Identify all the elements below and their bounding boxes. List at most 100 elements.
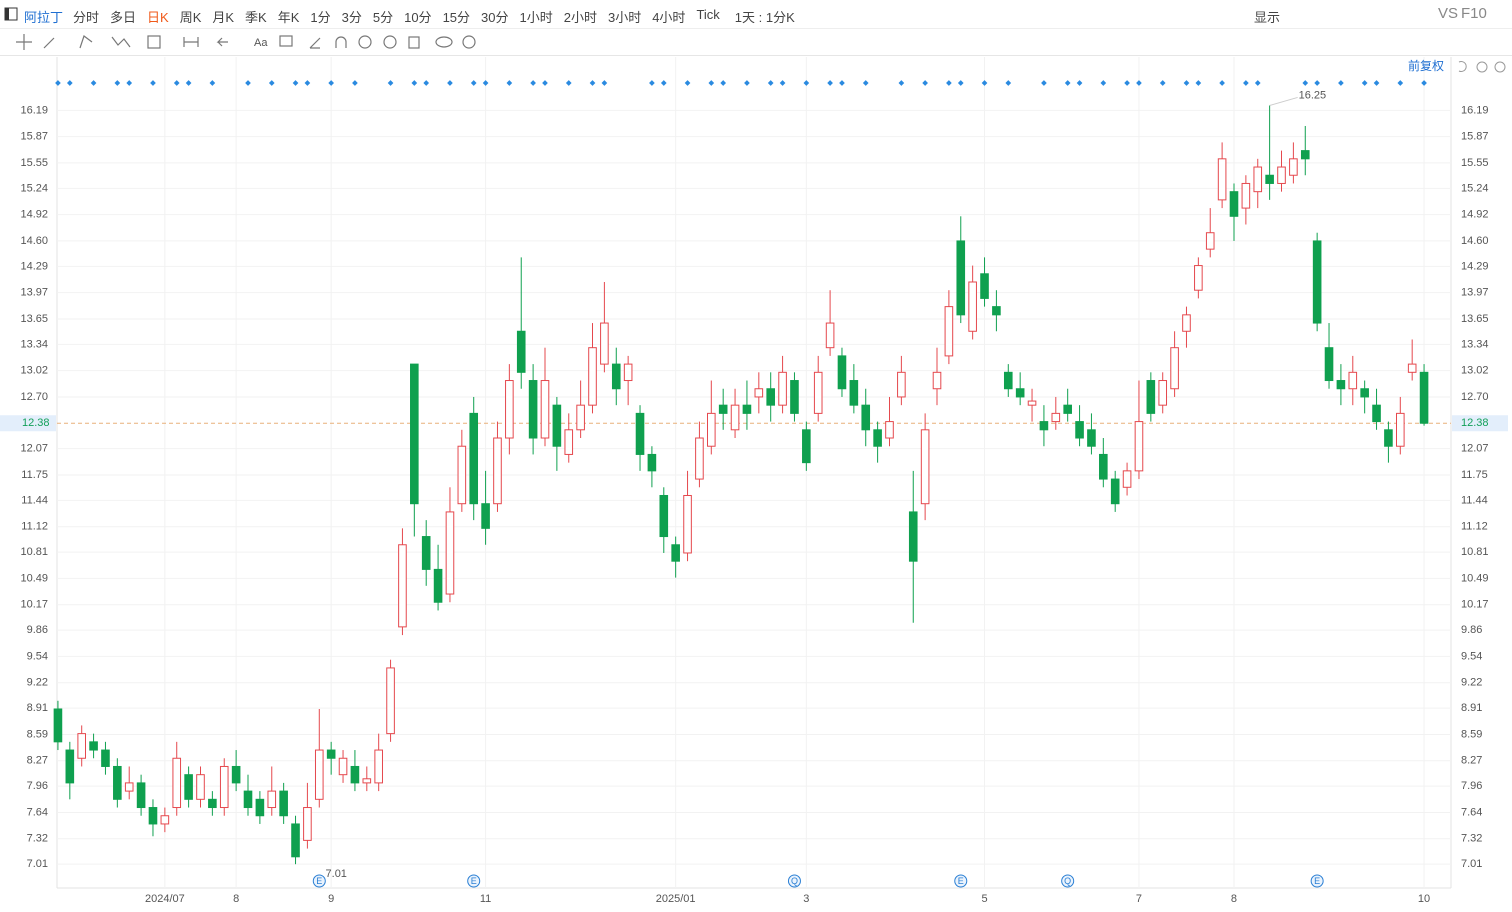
y-tick-label-left: 11.44 xyxy=(21,494,48,506)
signal-dot xyxy=(1314,80,1320,86)
channel-tool[interactable] xyxy=(79,35,93,49)
wave-tool[interactable] xyxy=(111,36,131,48)
y-tick-label-right: 8.91 xyxy=(1461,702,1482,714)
lock-tool[interactable] xyxy=(358,35,372,49)
signal-dot xyxy=(506,80,513,86)
signal-dot xyxy=(1136,80,1142,86)
candle-body xyxy=(148,807,158,825)
reset-button[interactable] xyxy=(1458,61,1467,72)
y-tick-label-right: 8.27 xyxy=(1461,755,1482,767)
candle-body xyxy=(279,790,288,817)
delete-tool[interactable] xyxy=(408,36,420,49)
zoom-out-button[interactable] xyxy=(1476,61,1488,73)
signal-dot xyxy=(1397,80,1404,86)
candle-body xyxy=(1277,166,1286,184)
candle-body xyxy=(493,437,502,505)
event-label: Q xyxy=(791,876,798,886)
candle-body xyxy=(695,437,704,480)
event-marker xyxy=(1310,874,1324,888)
compare-tool[interactable] xyxy=(435,36,453,48)
candle-body xyxy=(1087,429,1096,447)
signal-dot xyxy=(898,80,905,86)
zoom-in-button[interactable] xyxy=(1494,61,1506,73)
period-button[interactable]: Tick xyxy=(696,7,720,22)
arrow-tool[interactable] xyxy=(216,37,228,47)
y-tick-label-right: 7.01 xyxy=(1461,858,1482,870)
sidebar-icon[interactable] xyxy=(4,7,18,21)
signal-dot xyxy=(649,80,655,86)
candle-body xyxy=(350,765,360,784)
period-button[interactable]: 3小时 xyxy=(607,10,642,25)
period-button[interactable]: 15分 xyxy=(442,10,471,25)
signal-dot xyxy=(827,80,833,86)
y-tick-label-right: 13.34 xyxy=(1461,338,1489,350)
candle-body xyxy=(600,322,609,365)
period-button[interactable]: 多日 xyxy=(110,10,137,25)
candle-body xyxy=(1265,174,1274,184)
candle-body xyxy=(944,306,954,357)
period-button[interactable]: 3分 xyxy=(341,10,362,25)
vs-button[interactable]: VS xyxy=(1438,5,1459,22)
timeframe[interactable]: 1天 : 1分K xyxy=(734,10,795,25)
candle-body xyxy=(231,765,241,784)
candle-body xyxy=(885,421,894,439)
symbol[interactable]: 阿拉丁 xyxy=(24,10,64,25)
y-tick-label-right: 10.81 xyxy=(1461,546,1489,558)
signal-dot xyxy=(839,80,845,86)
candle-body xyxy=(992,306,1001,316)
signal-dot xyxy=(1124,80,1130,86)
y-tick-label-right: 9.22 xyxy=(1461,677,1482,689)
candle-body xyxy=(1158,380,1168,406)
event-marker xyxy=(1061,874,1075,888)
period-button[interactable]: 日K xyxy=(147,10,169,25)
signal-dot xyxy=(708,80,715,86)
period-button[interactable]: 季K xyxy=(245,10,267,25)
period-button[interactable]: 年K xyxy=(277,10,300,25)
candle-body xyxy=(1134,421,1144,472)
magnet-tool[interactable] xyxy=(335,36,347,48)
y-tick-label-right: 15.87 xyxy=(1461,131,1489,143)
period-button[interactable]: 1小时 xyxy=(519,10,553,25)
period-button[interactable]: 10分 xyxy=(404,10,432,25)
settings-tool[interactable] xyxy=(462,35,476,49)
candle-body xyxy=(481,503,490,529)
period-button[interactable]: 4小时 xyxy=(652,10,686,25)
period-button[interactable]: 周K xyxy=(179,10,202,25)
signal-dot xyxy=(126,80,133,86)
period-button[interactable]: 分时 xyxy=(73,10,100,25)
fib-tool[interactable] xyxy=(147,35,161,49)
display-menu[interactable]: 显示 xyxy=(1254,10,1281,25)
y-tick-label-left: 10.49 xyxy=(20,572,48,584)
last-price-label: 12.38 xyxy=(1461,417,1489,429)
f10-button[interactable]: F10 xyxy=(1461,5,1487,22)
event-label: E xyxy=(958,876,964,886)
signal-dot xyxy=(922,80,928,86)
y-tick-label-left: 7.96 xyxy=(27,780,48,792)
period-button[interactable]: 30分 xyxy=(481,10,509,25)
period-button[interactable]: 2小时 xyxy=(563,10,597,25)
candle-body xyxy=(647,453,657,472)
candle-body xyxy=(208,798,217,809)
move-tool[interactable] xyxy=(16,34,32,50)
candle-body xyxy=(124,782,134,792)
line-tool[interactable] xyxy=(43,37,55,49)
y-tick-label-right: 11.75 xyxy=(1461,469,1488,481)
candle-body xyxy=(374,749,383,784)
period-button[interactable]: 1分 xyxy=(310,10,331,25)
period-button[interactable]: 月K xyxy=(212,10,235,25)
y-tick-label-left: 7.01 xyxy=(27,858,48,870)
y-tick-label-right: 7.64 xyxy=(1461,806,1482,818)
measure-tool[interactable] xyxy=(183,37,199,47)
y-tick-label-left: 9.54 xyxy=(27,650,48,662)
angle-tool[interactable] xyxy=(309,37,321,49)
event-marker xyxy=(467,874,481,888)
candle-body xyxy=(1146,380,1156,414)
hide-tool[interactable] xyxy=(383,35,397,49)
y-tick-label-right: 12.07 xyxy=(1461,443,1489,455)
signal-dot xyxy=(1373,80,1380,86)
note-tool[interactable] xyxy=(279,35,293,47)
text-tool[interactable]: Aa xyxy=(254,37,268,49)
signal-dot xyxy=(601,80,608,86)
period-button[interactable]: 5分 xyxy=(372,10,394,25)
candle-body xyxy=(552,404,562,447)
